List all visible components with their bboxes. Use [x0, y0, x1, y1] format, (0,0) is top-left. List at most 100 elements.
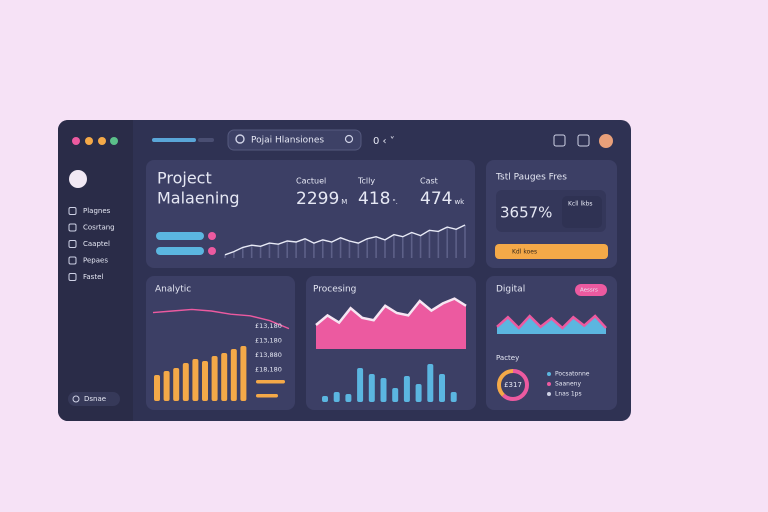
search-icon: [344, 134, 354, 144]
bar: [357, 368, 364, 402]
donut-segment: [497, 369, 529, 401]
progress-pill: [156, 247, 204, 255]
value-label: £13,880: [255, 351, 282, 359]
window-dot: [72, 137, 80, 145]
bar: [221, 353, 228, 401]
sidebar-footer[interactable]: Dsnae: [84, 395, 106, 403]
nav-item[interactable]: Caaptel: [83, 240, 110, 248]
stat-unit: M: [341, 198, 347, 206]
bar: [333, 392, 340, 402]
value-label: £18,180: [255, 366, 282, 374]
stat-label: Cactuel: [296, 177, 326, 186]
bar: [173, 368, 180, 401]
nav-icon[interactable]: [68, 240, 77, 248]
stat-label: Cast: [420, 177, 438, 186]
mini-bar: [256, 394, 278, 398]
summary-title: Tstl Pauges Fres: [495, 173, 567, 183]
nav-icon[interactable]: [68, 207, 77, 215]
bar: [182, 363, 189, 401]
summary-note: Kcll lkbs: [568, 201, 593, 208]
stat-value: 418: [358, 189, 390, 209]
bar: [368, 374, 375, 402]
bar: [380, 378, 387, 402]
legend-dot: [547, 382, 551, 386]
nav-icon[interactable]: [68, 256, 77, 265]
nav-item[interactable]: Pepaes: [83, 257, 108, 265]
sidebar-footer-button[interactable]: [68, 392, 120, 406]
panel-subtitle: Pactey: [496, 354, 519, 362]
nav-item[interactable]: Cosrtang: [83, 224, 115, 232]
bar: [154, 375, 160, 401]
summary-value: 3657%: [500, 204, 552, 222]
bar: [211, 356, 218, 401]
bar: [163, 371, 170, 401]
legend-item: Saaneny: [555, 381, 581, 388]
donut-label: £317: [504, 381, 522, 389]
stat-unit: wk: [454, 198, 465, 206]
legend-dot: [547, 372, 551, 376]
stat-value: 2299: [296, 189, 339, 209]
panel-title: Procesing: [313, 285, 356, 295]
bar: [230, 349, 237, 401]
bar: [192, 359, 199, 401]
digital-button-label[interactable]: Aessrs: [580, 288, 598, 294]
bar: [202, 361, 208, 401]
profile[interactable]: [69, 170, 87, 188]
bar: [403, 376, 410, 402]
nav-icon[interactable]: [68, 223, 77, 232]
nav-item[interactable]: Fastel: [83, 273, 103, 281]
bar: [427, 364, 434, 402]
window-dot: [110, 137, 118, 145]
card: [146, 160, 475, 268]
dot: [208, 232, 216, 240]
stat-unit: ".: [392, 198, 397, 206]
icon[interactable]: [577, 134, 590, 147]
sidebar: [58, 120, 133, 421]
digital-button[interactable]: [575, 284, 607, 296]
value-label: £13,180: [255, 322, 282, 330]
icon: [72, 395, 80, 403]
search-text: Pojai Hlansiones: [251, 136, 324, 146]
legend-dot: [547, 392, 551, 396]
bar: [439, 374, 445, 402]
tab-bar: [198, 138, 214, 142]
bar: [345, 394, 352, 402]
nav-icon[interactable]: [68, 273, 77, 281]
window-dot: [98, 137, 106, 145]
stat-value: 474: [420, 189, 452, 209]
panel-title: Analytic: [155, 285, 191, 295]
progress-pill: [156, 232, 204, 240]
project-title: Project: [157, 169, 212, 188]
stat-label: Tclly: [357, 177, 375, 186]
value-label: £13,180: [255, 337, 282, 345]
bar: [450, 392, 457, 402]
line: [315, 297, 467, 326]
dot: [208, 247, 216, 255]
search-box[interactable]: [227, 129, 362, 151]
bar: [415, 384, 422, 402]
search-icon: [235, 134, 245, 144]
icon[interactable]: [553, 134, 566, 147]
mini-bar: [256, 380, 285, 384]
line: [496, 314, 607, 330]
panel-title: Digital: [496, 285, 525, 295]
window-dot: [85, 137, 93, 145]
tab-bar: [152, 138, 196, 142]
avatar[interactable]: [599, 134, 613, 148]
bar: [392, 388, 399, 402]
nav-item[interactable]: Plagnes: [83, 207, 111, 215]
summary-box: [562, 196, 602, 228]
summary-button[interactable]: [495, 244, 608, 259]
summary-button-label[interactable]: Kdl koes: [512, 249, 537, 256]
bar: [322, 396, 328, 402]
nav-control[interactable]: 0 ‹ ˅: [373, 135, 395, 147]
line: [224, 224, 466, 256]
project-title: Malaening: [157, 189, 240, 208]
bar: [240, 346, 247, 401]
line: [152, 308, 290, 330]
area: [497, 316, 606, 334]
card: [486, 276, 617, 410]
legend-item: Lnas 1ps: [555, 391, 582, 398]
